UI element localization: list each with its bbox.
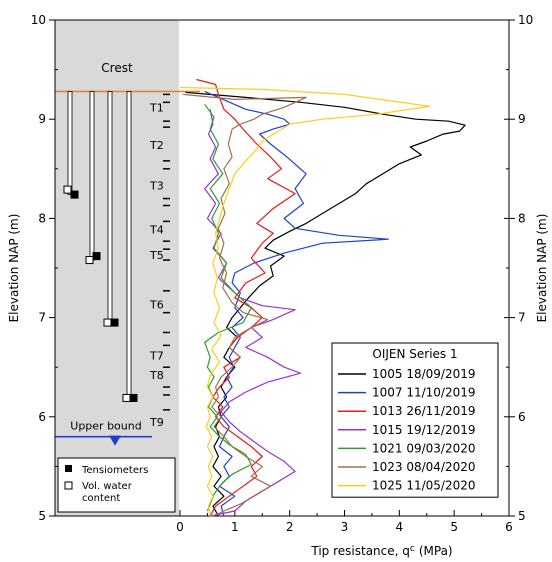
x-axis-label-sub: c (410, 544, 415, 554)
y-tick-label-right: 7 (518, 311, 526, 325)
y-tick-label-right: 10 (518, 13, 533, 27)
y-tick-label-right: 9 (518, 112, 526, 126)
inset-legend-label-cont: content (82, 493, 120, 504)
x-axis-label: Tip resistance, qc (MPa) (310, 544, 452, 558)
x-tick-label: 0 (176, 520, 184, 534)
legend: OIJEN Series 1 1005 18/09/2019 1007 11/10/… (331, 342, 499, 498)
legend-entry-label: 1005 18/09/2019 (372, 367, 476, 381)
x-axis-label-unit: (MPa) (419, 544, 453, 558)
t-label: T2 (149, 139, 164, 152)
legend-entry-label: 1025 11/05/2020 (372, 479, 476, 493)
tensiometer-marker (70, 190, 79, 199)
y-tick-label-right: 6 (518, 410, 526, 424)
inset-legend-box (57, 457, 176, 513)
x-tick-label: 4 (396, 520, 404, 534)
series-lines (179, 78, 466, 517)
series-line-1023 (182, 93, 307, 517)
t-label: T3 (149, 180, 164, 193)
water-content-marker (63, 185, 72, 194)
t-label: T1 (149, 101, 164, 114)
t-label: T5 (149, 249, 164, 262)
t-label: T4 (149, 223, 164, 236)
t-label: T8 (149, 369, 164, 382)
axis-ticks: 0 1 2 3 4 5 65 56 67 78 89 910 10 (31, 13, 534, 534)
y-tick-label-right: 5 (518, 509, 526, 523)
legend-entry-label: 1023 08/04/2020 (372, 460, 476, 474)
instrument-pipe (89, 91, 95, 261)
y-tick-label-left: 7 (38, 311, 46, 325)
legend-entry-label: 1015 19/12/2019 (372, 423, 476, 437)
upper-bound-label: Upper bound (70, 420, 141, 433)
x-axis-label-main: Tip resistance, q (310, 544, 410, 558)
y-tick-label-left: 6 (38, 410, 46, 424)
series-line-1021 (204, 103, 252, 512)
t-label: T6 (149, 299, 164, 312)
water-level-triangle-icon (109, 435, 121, 446)
y-tick-label-left: 5 (38, 509, 46, 523)
x-tick-label: 3 (341, 520, 349, 534)
y-tick-label-left: 8 (38, 211, 46, 225)
tensiometer-marker (92, 252, 101, 261)
t-label: T7 (149, 349, 164, 362)
legend-title: OIJEN Series 1 (372, 347, 457, 361)
water-content-marker (103, 318, 112, 327)
water-content-legend-icon (64, 481, 73, 490)
legend-entry-label: 1013 26/11/2019 (372, 404, 476, 418)
series-line-1007 (204, 90, 389, 517)
tensiometer-legend-icon (65, 465, 72, 472)
inset-legend-label: Vol. water (82, 481, 133, 492)
series-line-1015 (204, 109, 302, 517)
x-tick-label: 1 (231, 520, 239, 534)
y-axis-label-right: Elevation NAP (m) (535, 214, 549, 323)
tensiometer-marker (129, 393, 138, 402)
y-tick-label-left: 10 (31, 13, 46, 27)
soil-column-panel (55, 20, 179, 516)
water-content-marker (85, 256, 94, 265)
series-line-1013 (196, 78, 296, 517)
legend-entry-label: 1021 09/03/2020 (372, 441, 476, 455)
x-tick-label: 5 (450, 520, 458, 534)
instrument-inset: Crest Upper bound T1 T2 T3 T4 T5 T6 T7 T8 T9 Tensio… (55, 61, 200, 513)
x-tick-label: 6 (505, 520, 513, 534)
legend-box (331, 342, 499, 498)
tensiometer-marker (110, 318, 119, 327)
series-line-1005 (185, 91, 466, 517)
legend-entry-label: 1007 11/10/2019 (372, 386, 476, 400)
water-content-marker (122, 393, 131, 402)
crest-label: Crest (101, 61, 133, 75)
instrument-pipe (126, 91, 132, 399)
y-tick-label-right: 8 (518, 211, 526, 225)
t-label: T9 (149, 416, 164, 429)
instrument-pipe (107, 91, 113, 323)
y-axis-label-left: Elevation NAP (m) (7, 214, 21, 323)
instrument-pipe (67, 91, 73, 195)
inset-legend-label: Tensiometers (81, 465, 148, 476)
series-line-1025 (179, 86, 431, 517)
x-tick-label: 2 (286, 520, 294, 534)
y-tick-label-left: 9 (38, 112, 46, 126)
